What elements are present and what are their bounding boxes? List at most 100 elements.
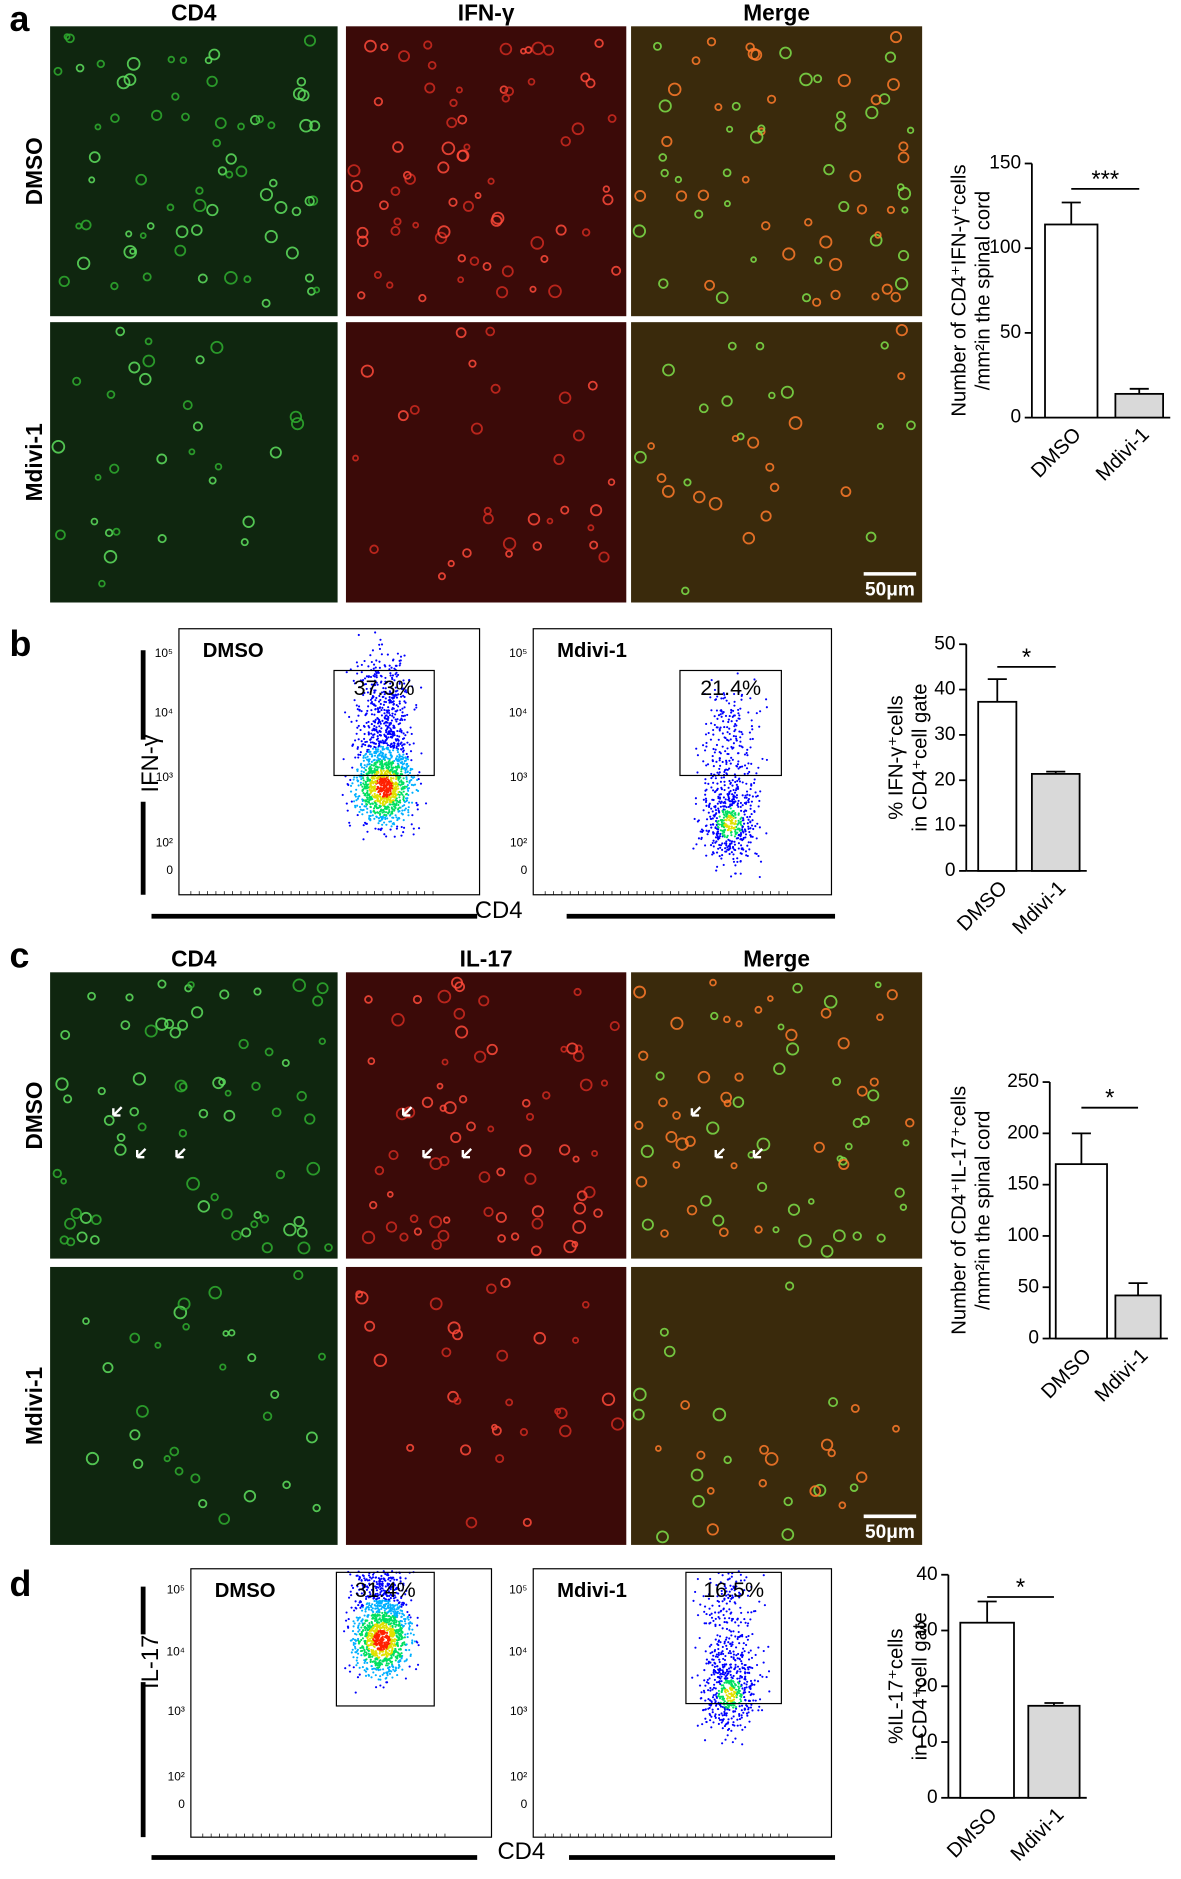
event-dot [361, 789, 363, 791]
event-dot [364, 764, 366, 766]
event-dot [716, 1665, 718, 1667]
event-dot [361, 710, 363, 712]
event-dot [734, 1738, 736, 1740]
event-dot [382, 796, 384, 798]
event-dot [374, 1605, 376, 1607]
event-dot [371, 794, 373, 796]
event-dot [745, 833, 747, 835]
event-dot [360, 729, 362, 731]
event-dot [396, 745, 398, 747]
event-dot [391, 1656, 393, 1658]
event-dot [753, 810, 755, 812]
event-dot [367, 1629, 369, 1631]
event-dot [735, 833, 737, 835]
event-dot [707, 1689, 709, 1691]
event-dot [403, 791, 405, 793]
event-dot [376, 788, 378, 790]
event-dot [737, 672, 739, 674]
event-dot [734, 812, 736, 814]
event-dot [744, 1699, 746, 1701]
event-dot [375, 749, 377, 751]
event-dot [379, 801, 381, 803]
event-dot [399, 1612, 401, 1614]
event-dot [373, 818, 375, 820]
event-dot [356, 770, 358, 772]
event-dot [389, 794, 391, 796]
event-dot [357, 1631, 359, 1633]
event-dot [749, 821, 751, 823]
event-dot [749, 827, 751, 829]
event-dot [387, 654, 389, 656]
event-dot [739, 1671, 741, 1673]
event-dot [718, 1654, 720, 1656]
event-dot [393, 703, 395, 705]
event-dot [719, 1719, 721, 1721]
event-dot [725, 850, 727, 852]
event-dot [728, 819, 730, 821]
event-dot [695, 748, 697, 750]
event-dot [352, 1656, 354, 1658]
event-dot [736, 797, 738, 799]
event-dot [731, 800, 733, 802]
event-dot [752, 738, 754, 740]
event-dot [713, 1659, 715, 1661]
event-dot [716, 817, 718, 819]
event-dot [400, 1616, 402, 1618]
event-dot [731, 840, 733, 842]
event-dot [746, 1705, 748, 1707]
event-dot [728, 1617, 730, 1619]
event-dot [733, 798, 735, 800]
event-dot [410, 726, 412, 728]
event-dot [744, 1726, 746, 1728]
event-dot [711, 1664, 713, 1666]
event-dot [731, 1641, 733, 1643]
event-dot [373, 1668, 375, 1670]
event-dot [727, 1641, 729, 1643]
event-dot [370, 741, 372, 743]
event-dot [360, 784, 362, 786]
event-dot [738, 847, 740, 849]
event-dot [385, 731, 387, 733]
event-dot [374, 755, 376, 757]
event-dot [403, 1625, 405, 1627]
event-dot [726, 1603, 728, 1605]
event-dot [373, 807, 375, 809]
column-title: CD4 [171, 945, 217, 971]
event-dot [359, 1674, 361, 1676]
event-dot [372, 649, 374, 651]
event-dot [393, 747, 395, 749]
event-dot [767, 1646, 769, 1648]
event-dot [726, 810, 728, 812]
event-dot [732, 716, 734, 718]
event-dot [367, 772, 369, 774]
event-dot [365, 769, 367, 771]
event-dot [712, 1696, 714, 1698]
event-dot [710, 808, 712, 810]
event-dot [717, 788, 719, 790]
event-dot [735, 1646, 737, 1648]
event-dot [732, 1630, 734, 1632]
event-dot [744, 797, 746, 799]
event-dot [361, 671, 363, 673]
event-dot [719, 855, 721, 857]
event-dot [389, 789, 391, 791]
event-dot [400, 656, 402, 658]
event-dot [397, 811, 399, 813]
event-dot [748, 1658, 750, 1660]
event-dot [394, 1626, 396, 1628]
event-dot [383, 770, 385, 772]
event-dot [707, 1698, 709, 1700]
event-dot [715, 869, 717, 871]
event-dot [357, 1638, 359, 1640]
event-dot [362, 782, 364, 784]
event-dot [410, 768, 412, 770]
event-dot [372, 1638, 374, 1640]
event-dot [394, 734, 396, 736]
event-dot [734, 829, 736, 831]
event-dot [736, 804, 738, 806]
event-dot [354, 1643, 356, 1645]
event-dot [351, 782, 353, 784]
event-dot [737, 824, 739, 826]
event-dot [399, 1653, 401, 1655]
event-dot [392, 1639, 394, 1641]
